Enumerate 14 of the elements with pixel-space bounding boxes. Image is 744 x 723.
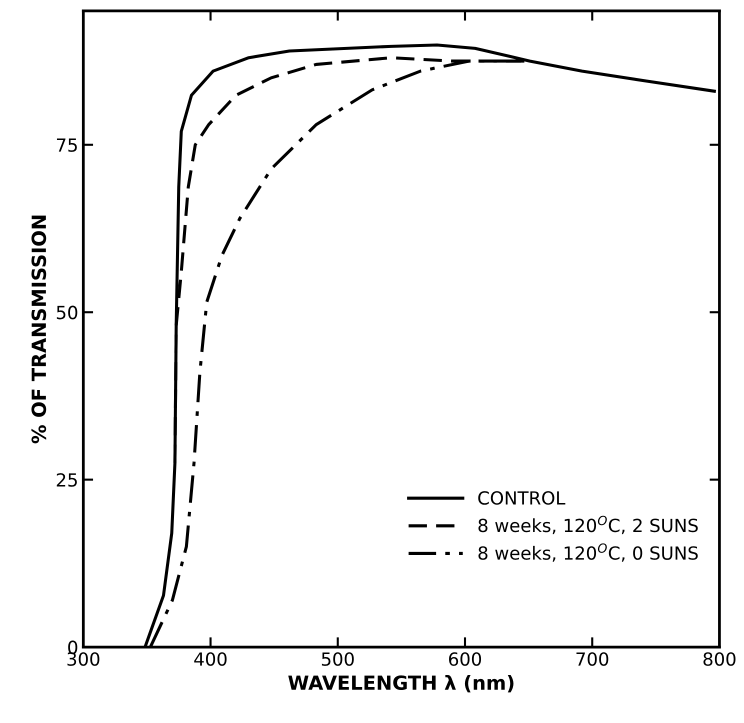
- legend-label: 8 weeks, 120$^{O}$C, 2 SUNS: [478, 516, 698, 534]
- y-tick-label: 75: [56, 138, 77, 152]
- x-tick-label: 700: [576, 652, 608, 666]
- legend-label: 8 weeks, 120$^{O}$C, 0 SUNS: [478, 543, 698, 562]
- x-tick-label: 300: [67, 652, 100, 666]
- y-tick-label: 25: [56, 473, 77, 487]
- x-tick-label: 600: [449, 652, 482, 666]
- x-tick-label: 500: [322, 652, 354, 666]
- x-axis-title: WAVELENGTH λ (nm): [288, 674, 514, 692]
- y-tick-label: 50: [56, 306, 78, 320]
- x-tick-label: 800: [703, 652, 736, 666]
- legend-label: CONTROL: [478, 491, 566, 505]
- x-tick-label: 400: [194, 652, 227, 666]
- y-axis-title: % OF TRANSMISSION: [31, 216, 46, 444]
